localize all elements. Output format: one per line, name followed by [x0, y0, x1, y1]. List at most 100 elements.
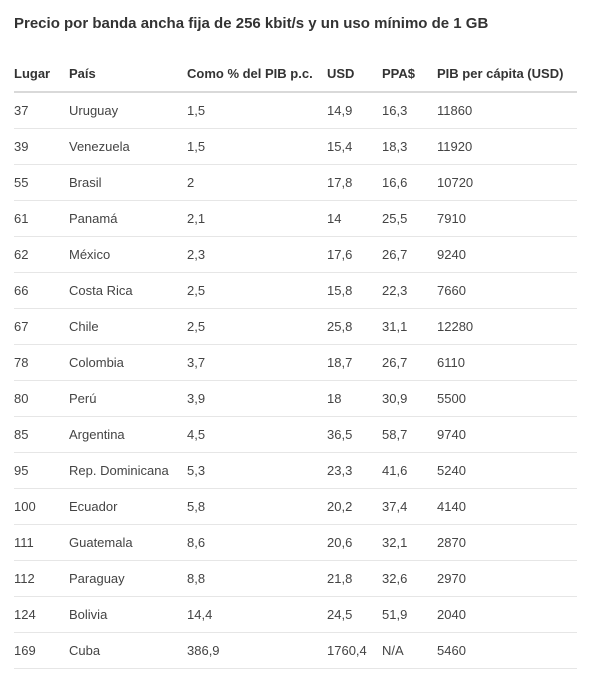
cell-ppa: 16,6: [382, 165, 437, 201]
cell-usd: 15,8: [327, 273, 382, 309]
col-header-usd: USD: [327, 56, 382, 92]
table-row: 111Guatemala8,620,632,12870: [14, 525, 577, 561]
cell-gdp: 4140: [437, 489, 577, 525]
cell-pct: 1,5: [187, 92, 327, 129]
cell-usd: 25,8: [327, 309, 382, 345]
cell-usd: 1760,4: [327, 633, 382, 669]
cell-lugar: 95: [14, 453, 69, 489]
cell-pct: 14,4: [187, 597, 327, 633]
cell-pct: 1,5: [187, 129, 327, 165]
cell-pct: 2,5: [187, 273, 327, 309]
cell-usd: 17,6: [327, 237, 382, 273]
cell-gdp: 6110: [437, 345, 577, 381]
cell-lugar: 78: [14, 345, 69, 381]
col-header-ppa: PPA$: [382, 56, 437, 92]
cell-ppa: 18,3: [382, 129, 437, 165]
table-row: 37Uruguay1,514,916,311860: [14, 92, 577, 129]
cell-gdp: 10720: [437, 165, 577, 201]
cell-ppa: 51,9: [382, 597, 437, 633]
price-table: Lugar País Como % del PIB p.c. USD PPA$ …: [14, 56, 577, 669]
cell-ppa: 32,1: [382, 525, 437, 561]
cell-ppa: 22,3: [382, 273, 437, 309]
table-row: 112Paraguay8,821,832,62970: [14, 561, 577, 597]
cell-pais: Argentina: [69, 417, 187, 453]
cell-usd: 20,6: [327, 525, 382, 561]
cell-pais: Cuba: [69, 633, 187, 669]
table-row: 67Chile2,525,831,112280: [14, 309, 577, 345]
cell-usd: 24,5: [327, 597, 382, 633]
cell-ppa: 37,4: [382, 489, 437, 525]
table-row: 85Argentina4,536,558,79740: [14, 417, 577, 453]
cell-pais: México: [69, 237, 187, 273]
cell-pais: Colombia: [69, 345, 187, 381]
cell-ppa: 32,6: [382, 561, 437, 597]
cell-pct: 4,5: [187, 417, 327, 453]
cell-pais: Costa Rica: [69, 273, 187, 309]
cell-pais: Perú: [69, 381, 187, 417]
cell-usd: 21,8: [327, 561, 382, 597]
cell-lugar: 39: [14, 129, 69, 165]
cell-ppa: 16,3: [382, 92, 437, 129]
cell-pct: 3,9: [187, 381, 327, 417]
cell-gdp: 7910: [437, 201, 577, 237]
table-row: 80Perú3,91830,95500: [14, 381, 577, 417]
col-header-lugar: Lugar: [14, 56, 69, 92]
page-title: Precio por banda ancha fija de 256 kbit/…: [14, 14, 577, 34]
cell-gdp: 12280: [437, 309, 577, 345]
cell-gdp: 2970: [437, 561, 577, 597]
cell-usd: 14,9: [327, 92, 382, 129]
cell-pais: Guatemala: [69, 525, 187, 561]
table-row: 55Brasil217,816,610720: [14, 165, 577, 201]
table-row: 78Colombia3,718,726,76110: [14, 345, 577, 381]
cell-ppa: 41,6: [382, 453, 437, 489]
cell-ppa: 30,9: [382, 381, 437, 417]
cell-lugar: 100: [14, 489, 69, 525]
cell-lugar: 124: [14, 597, 69, 633]
cell-pais: Venezuela: [69, 129, 187, 165]
cell-pct: 5,3: [187, 453, 327, 489]
cell-usd: 17,8: [327, 165, 382, 201]
cell-pais: Rep. Dominicana: [69, 453, 187, 489]
table-row: 100Ecuador5,820,237,44140: [14, 489, 577, 525]
table-row: 39Venezuela1,515,418,311920: [14, 129, 577, 165]
cell-usd: 20,2: [327, 489, 382, 525]
cell-pais: Paraguay: [69, 561, 187, 597]
cell-pais: Panamá: [69, 201, 187, 237]
cell-gdp: 7660: [437, 273, 577, 309]
cell-ppa: N/A: [382, 633, 437, 669]
cell-pais: Ecuador: [69, 489, 187, 525]
cell-lugar: 66: [14, 273, 69, 309]
cell-lugar: 67: [14, 309, 69, 345]
col-header-pais: País: [69, 56, 187, 92]
table-row: 169Cuba386,91760,4N/A5460: [14, 633, 577, 669]
cell-lugar: 80: [14, 381, 69, 417]
cell-usd: 23,3: [327, 453, 382, 489]
cell-usd: 18,7: [327, 345, 382, 381]
cell-ppa: 26,7: [382, 345, 437, 381]
cell-pais: Uruguay: [69, 92, 187, 129]
cell-gdp: 9740: [437, 417, 577, 453]
cell-pct: 2,1: [187, 201, 327, 237]
cell-pct: 3,7: [187, 345, 327, 381]
cell-lugar: 85: [14, 417, 69, 453]
cell-lugar: 111: [14, 525, 69, 561]
cell-pct: 2: [187, 165, 327, 201]
cell-gdp: 2040: [437, 597, 577, 633]
cell-gdp: 5500: [437, 381, 577, 417]
cell-lugar: 37: [14, 92, 69, 129]
cell-lugar: 55: [14, 165, 69, 201]
cell-pais: Chile: [69, 309, 187, 345]
cell-ppa: 31,1: [382, 309, 437, 345]
cell-gdp: 2870: [437, 525, 577, 561]
col-header-pct: Como % del PIB p.c.: [187, 56, 327, 92]
cell-ppa: 58,7: [382, 417, 437, 453]
cell-ppa: 26,7: [382, 237, 437, 273]
cell-usd: 15,4: [327, 129, 382, 165]
cell-usd: 36,5: [327, 417, 382, 453]
cell-gdp: 5240: [437, 453, 577, 489]
col-header-gdp: PIB per cápita (USD): [437, 56, 577, 92]
cell-lugar: 112: [14, 561, 69, 597]
cell-lugar: 61: [14, 201, 69, 237]
cell-gdp: 11860: [437, 92, 577, 129]
table-row: 124Bolivia14,424,551,92040: [14, 597, 577, 633]
